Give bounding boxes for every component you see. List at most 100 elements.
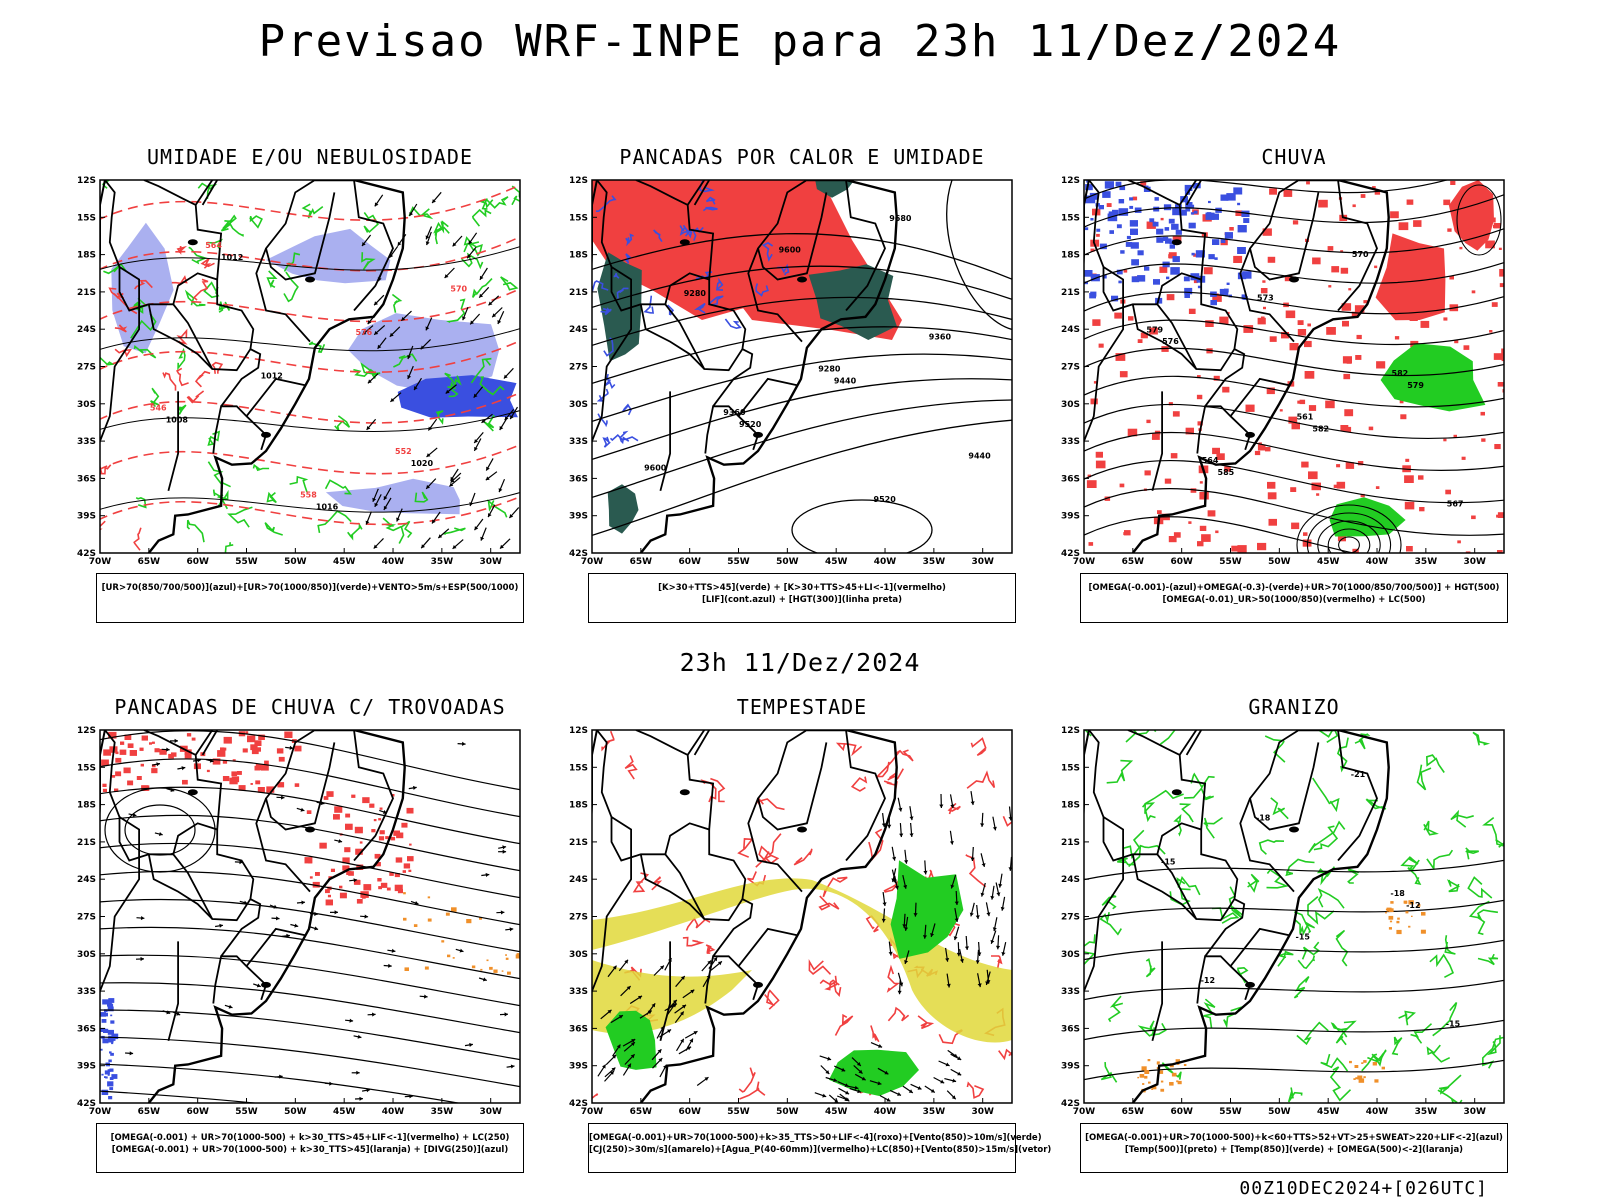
latitude-tick-label: 36S [1061,474,1080,484]
latitude-tick-label: 42S [77,1099,96,1109]
panel-title: UMIDADE E/OU NEBULOSIDADE [146,145,474,169]
longitude-tick-label: 70W [581,1107,604,1117]
latitude-tick-label: 12S [1061,176,1080,186]
longitude-tick-label: 35W [431,557,454,567]
contour-label: 564 [205,241,222,250]
latitude-tick-label: 33S [569,987,588,997]
legend-text: [UR>70(850/700/500)](azul)+[UR>70(1000/8… [101,583,519,593]
latitude-tick-label: 30S [1061,950,1080,960]
map-panel: TEMPESTADE 12S 15S 18S 21S 24S 27S 30S 33S 36S 39S… [569,695,1088,1190]
map-boundaries [1084,180,1390,553]
latitude-tick-label: 27S [77,913,96,923]
map-boundaries [592,180,898,553]
latitude-tick-label: 12S [569,176,588,186]
contour-label: -15 [1296,933,1311,942]
legend-text: [OMEGA(-0.001)-(azul)+OMEGA(-0.3)-(verde… [1088,583,1500,593]
latitude-tick-label: 39S [569,1062,588,1072]
map-plot: 585 582 579 576 573 570 567 564 561 582 579 12S 15S 1… [1061,176,1505,567]
longitude-tick-label: 50W [776,1107,799,1117]
latitude-tick-label: 33S [77,437,96,447]
latitude-tick-label: 21S [77,838,96,848]
contour-label: 570 [1352,250,1369,259]
longitude-tick-label: 70W [1073,1107,1096,1117]
legend-box: [OMEGA(-0.001)+UR>70(1000-500)+k<60+TTS>… [1080,1123,1508,1173]
latitude-tick-label: 42S [569,1099,588,1109]
longitude-tick-label: 60W [186,1107,209,1117]
latitude-tick-label: 36S [569,1024,588,1034]
map-plot: 9680 9600 9520 9440 9360 9280 9600 9520 9440 9360… [569,176,1013,567]
contour-label: -15 [1161,857,1176,866]
contour-label: 561 [1297,413,1314,422]
contour-label: 552 [395,447,412,456]
map-panel: CHUVA 585 582 579 576 573 570 567 564 561 582 579 12… [1061,145,1580,640]
map-panel: GRANIZO -12 -15 -18 -21 -15 -12 -15 -18 12S 15S 18S… [1061,695,1580,1190]
longitude-tick-label: 40W [1366,1107,1389,1117]
contour-label: -21 [1351,770,1366,779]
latitude-tick-label: 21S [1061,288,1080,298]
contour-label: 546 [150,403,167,412]
latitude-tick-label: 36S [569,474,588,484]
longitude-tick-label: 35W [923,557,946,567]
legend-text: [K>30+TTS>45](verde) + [K>30+TTS>45+LI<-… [658,583,946,593]
longitude-tick-label: 65W [1122,1107,1145,1117]
longitude-tick-label: 55W [727,1107,750,1117]
legend-text: [Temp(500)](preto) + [Temp(850)](verde) … [1124,1145,1464,1155]
longitude-tick-label: 55W [1219,1107,1242,1117]
contour-label: 9280 [684,289,707,298]
contour-label: 579 [1407,381,1424,390]
latitude-tick-label: 15S [569,763,588,773]
longitude-tick-label: 40W [1366,557,1389,567]
latitude-tick-label: 24S [569,875,588,885]
contour-label: 9520 [874,495,897,504]
forecast-fields [592,180,1012,553]
map-plot: 1012 1016 1020 1008 1012 576 570 564 558 552 546 12… [77,176,521,567]
latitude-tick-label: 18S [77,801,96,811]
contour-label: 1016 [316,502,339,511]
contour-label: 564 [1202,456,1219,465]
latitude-tick-label: 18S [1061,801,1080,811]
longitude-tick-label: 50W [1268,557,1291,567]
latitude-tick-label: 12S [569,726,588,736]
contour-label: 573 [1257,294,1274,303]
contour-label: 570 [450,285,467,294]
longitude-tick-label: 45W [1317,557,1340,567]
latitude-tick-label: 27S [1061,363,1080,373]
longitude-tick-label: 45W [333,1107,356,1117]
contour-label: 1020 [411,459,434,468]
contour-label: 576 [1162,337,1179,346]
longitude-tick-label: 35W [1415,1107,1438,1117]
legend-text: [CJ(250)>30m/s](amarelo)+[Agua_P(40-60mm… [589,1145,1052,1155]
longitude-tick-label: 50W [1268,1107,1291,1117]
legend-text: [OMEGA(-0.01)_UR>50(1000/850)(vermelho) … [1162,595,1426,605]
map-panel: UMIDADE E/OU NEBULOSIDADE 1012 1016 1020 100… [77,145,596,640]
latitude-tick-label: 30S [569,950,588,960]
legend-text: [OMEGA(-0.001) + UR>70(1000-500) + k>30_… [111,1145,509,1155]
map-plot: -12 -15 -18 -21 -15 -12 -15 -18 12S 15S 18S 21S 24S 2… [1061,726,1505,1117]
contour-label: 1008 [166,415,189,424]
contour-label: 9440 [834,376,857,385]
longitude-tick-label: 55W [1219,557,1242,567]
contour-label: -12 [1201,976,1215,985]
contour-label: -15 [1446,1020,1461,1029]
longitude-tick-label: 55W [727,557,750,567]
longitude-tick-label: 65W [630,1107,653,1117]
latitude-tick-label: 30S [569,400,588,410]
map-boundaries [592,730,898,1103]
contour-label: 9600 [644,463,667,472]
longitude-tick-label: 50W [284,1107,307,1117]
run-info-label: 00Z10DEC2024+[026UTC] [1239,1178,1488,1199]
map-panel: PANCADAS DE CHUVA C/ TROVOADAS 12S 15S 18S 2… [77,695,596,1190]
main-title: Previsao WRF-INPE para 23h 11/Dez/2024 [258,16,1342,67]
panel-title: PANCADAS POR CALOR E UMIDADE [619,145,985,169]
longitude-tick-label: 60W [186,557,209,567]
map-boundaries [100,180,406,553]
contour-label: -12 [1406,901,1420,910]
latitude-tick-label: 18S [77,251,96,261]
contour-label: 567 [1447,500,1464,509]
legend-box: [OMEGA(-0.001) + UR>70(1000-500) + k>30_… [96,1123,524,1173]
latitude-tick-label: 42S [1061,549,1080,559]
legend-box: [UR>70(850/700/500)](azul)+[UR>70(1000/8… [96,573,524,623]
latitude-tick-label: 39S [77,512,96,522]
map-boundaries [100,730,406,1103]
